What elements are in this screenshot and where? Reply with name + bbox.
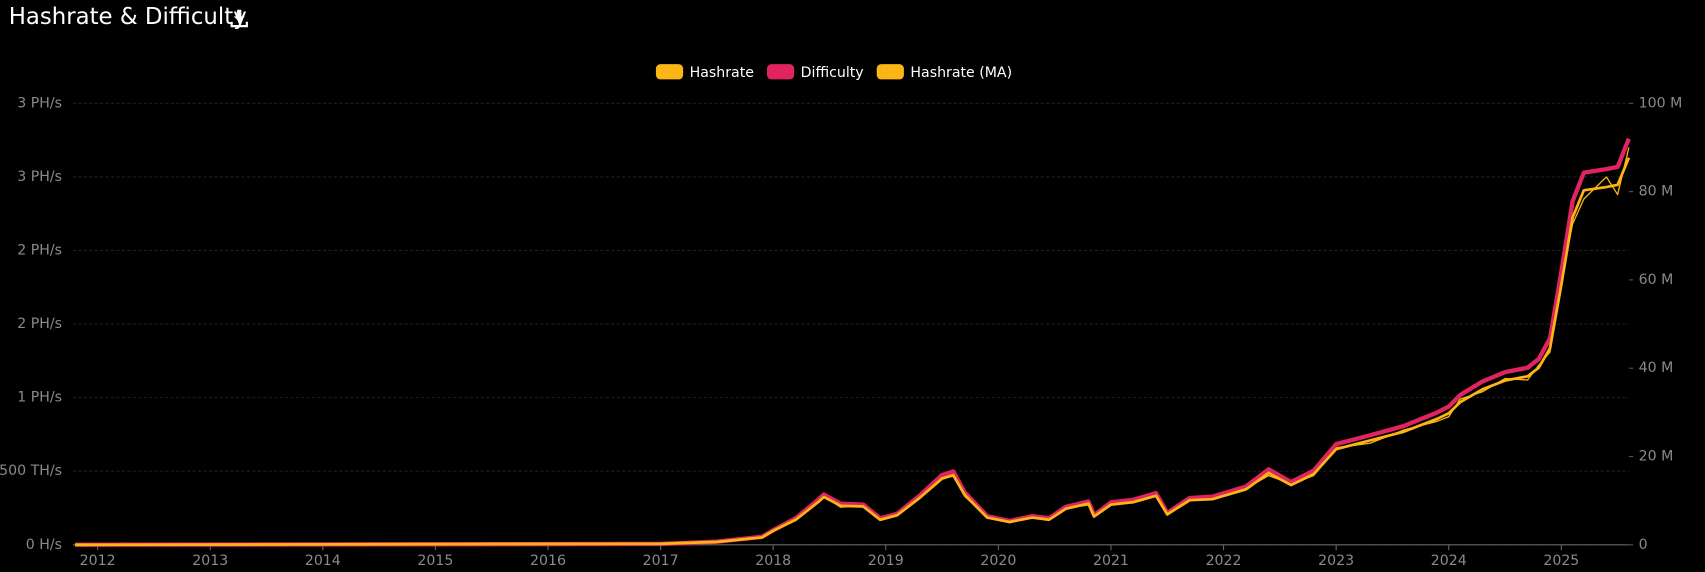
y-tick-label: 2 PH/s <box>17 242 62 258</box>
x-tick-label: 2021 <box>1093 553 1129 569</box>
download-button[interactable] <box>230 9 248 28</box>
x-tick-label: 2013 <box>192 553 228 569</box>
x-tick-label: 2023 <box>1318 553 1354 569</box>
y2-tick-label: 80 M <box>1639 184 1674 200</box>
y-tick-label: 3 PH/s <box>17 95 62 111</box>
x-tick-label: 2025 <box>1543 553 1579 569</box>
x-tick-label: 2017 <box>643 553 679 569</box>
x-tick-label: 2015 <box>417 553 453 569</box>
x-tick-label: 2020 <box>980 553 1016 569</box>
legend-label: Hashrate <box>690 65 754 81</box>
legend-swatch <box>876 64 904 80</box>
y2-tick-label: 0 <box>1639 537 1648 553</box>
legend-item[interactable]: Hashrate <box>655 64 754 81</box>
x-tick-label: 2014 <box>305 553 341 569</box>
y2-tick-label: 100 M <box>1639 95 1683 111</box>
x-tick-label: 2022 <box>1206 553 1242 569</box>
y-tick-label: 1 PH/s <box>17 390 62 406</box>
y-tick-label: 3 PH/s <box>17 169 62 185</box>
y2-tick-label: 60 M <box>1639 272 1674 288</box>
series-line <box>75 137 1631 547</box>
download-icon <box>233 9 245 22</box>
download-tray <box>230 21 248 28</box>
legend-item[interactable]: Hashrate (MA) <box>876 64 1012 81</box>
legend-swatch <box>766 64 795 80</box>
y2-tick-label: 20 M <box>1639 449 1674 465</box>
y-tick-label: 0 H/s <box>26 537 62 553</box>
legend-label: Hashrate (MA) <box>910 65 1012 81</box>
chart-title: Hashrate & Difficulty <box>9 4 247 30</box>
y-tick-label: 2 PH/s <box>17 316 62 332</box>
x-tick-label: 2012 <box>80 553 116 569</box>
x-tick-label: 2016 <box>530 553 566 569</box>
x-tick-label: 2018 <box>755 553 791 569</box>
y2-tick-label: 40 M <box>1639 360 1674 376</box>
series-line <box>75 147 1630 546</box>
legend-item[interactable]: Difficulty <box>766 64 864 81</box>
y-tick-label: 500 TH/s <box>0 463 62 479</box>
legend-swatch <box>655 64 684 80</box>
series-line <box>75 157 1631 547</box>
x-tick-label: 2019 <box>868 553 904 569</box>
x-tick-label: 2024 <box>1431 553 1467 569</box>
legend-label: Difficulty <box>801 65 864 81</box>
legend: Hashrate Difficulty Hashrate (MA) <box>655 64 1012 81</box>
